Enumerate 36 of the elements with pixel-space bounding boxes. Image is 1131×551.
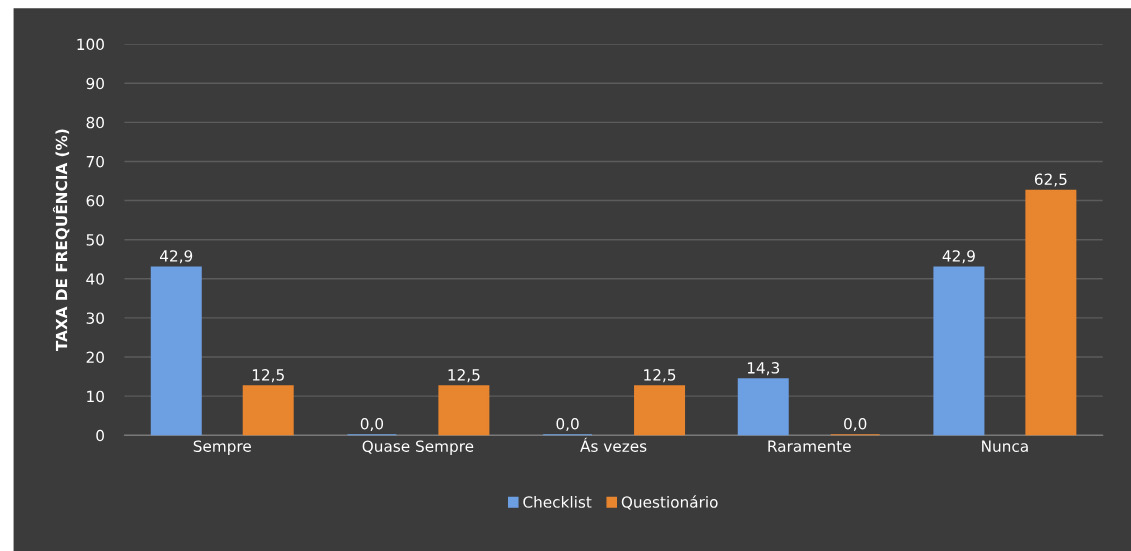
- bar: [150, 266, 202, 436]
- y-tick-label: 30: [86, 312, 104, 324]
- data-label: 0,0: [844, 418, 867, 432]
- y-tick-label: 0: [96, 429, 104, 442]
- x-tick-label: Nunca: [982, 440, 1028, 452]
- bar: [933, 266, 985, 436]
- data-label: 0,0: [360, 418, 384, 432]
- data-label: 12,5: [644, 369, 676, 383]
- y-tick-label: 100: [77, 38, 104, 51]
- y-axis-title: TAXA DE FREQUÊNCIA (%): [52, 129, 70, 352]
- data-label: 12,5: [448, 369, 480, 383]
- y-tick-label: 60: [86, 195, 104, 207]
- bar: [737, 378, 789, 436]
- bar: [634, 385, 686, 436]
- y-tick-label: 20: [86, 351, 104, 364]
- data-label: 62,5: [1034, 173, 1067, 187]
- y-tick-label: 50: [86, 234, 104, 246]
- x-tick-label: Raramente: [768, 440, 851, 452]
- legend-label: Questionário: [621, 495, 718, 510]
- data-label: 42,9: [160, 250, 193, 264]
- bar: [438, 385, 490, 436]
- data-label: 14,3: [747, 362, 780, 376]
- data-label: 12,5: [252, 369, 284, 383]
- y-tick-label: 90: [86, 77, 104, 90]
- y-tick-label: 10: [87, 390, 104, 403]
- x-tick-label: Quase Sempre: [362, 440, 474, 455]
- x-tick-label: Ás vezes: [580, 437, 647, 452]
- y-tick-label: 70: [86, 155, 104, 168]
- y-tick-label: 40: [86, 273, 104, 285]
- y-tick-label: 80: [86, 116, 104, 129]
- bar: [1025, 189, 1077, 436]
- x-tick-label: Sempre: [193, 440, 251, 455]
- data-label: 42,9: [942, 250, 975, 264]
- bar: [242, 385, 294, 436]
- legend-label: Checklist: [523, 495, 592, 508]
- data-label: 0,0: [556, 418, 579, 432]
